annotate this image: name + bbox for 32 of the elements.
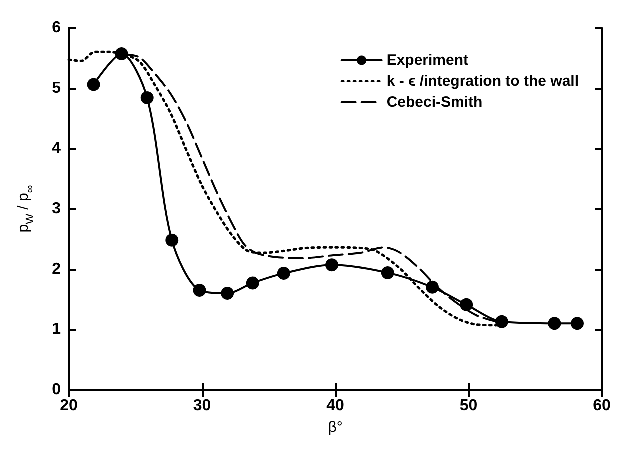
x-tick-label: 40 (326, 398, 344, 414)
point (115, 47, 128, 60)
point (460, 298, 474, 312)
x-tick-label: 60 (593, 398, 611, 414)
x-axis-title: β° (328, 419, 343, 436)
y-tick-label: 5 (52, 80, 62, 97)
y-tick-label: 1 (52, 321, 62, 338)
point (548, 317, 562, 330)
point (166, 234, 179, 247)
point (381, 266, 394, 280)
legend-label: k - ϵ /integration to the wall (386, 73, 579, 90)
y-axis-title: pW / p∞ (15, 185, 36, 233)
point (140, 91, 154, 104)
point (326, 258, 339, 272)
x-tick-label: 20 (60, 398, 78, 414)
y-tick-label: 0 (52, 382, 62, 398)
legend-label: Cebeci-Smith (386, 94, 483, 111)
point (246, 276, 260, 290)
legend-label: Experiment (386, 52, 469, 69)
y-tick-label: 6 (52, 20, 62, 36)
point (87, 78, 100, 92)
point (221, 286, 234, 300)
y-tick-label: 4 (52, 140, 62, 158)
point (570, 317, 584, 330)
y-tick-label: 3 (52, 200, 62, 218)
y-tick-label: 2 (52, 260, 62, 278)
x-tick-label: 50 (460, 398, 478, 414)
point (426, 280, 440, 294)
point (495, 315, 508, 328)
point (193, 284, 206, 297)
point (277, 267, 290, 280)
x-tick-label: 30 (193, 398, 212, 414)
